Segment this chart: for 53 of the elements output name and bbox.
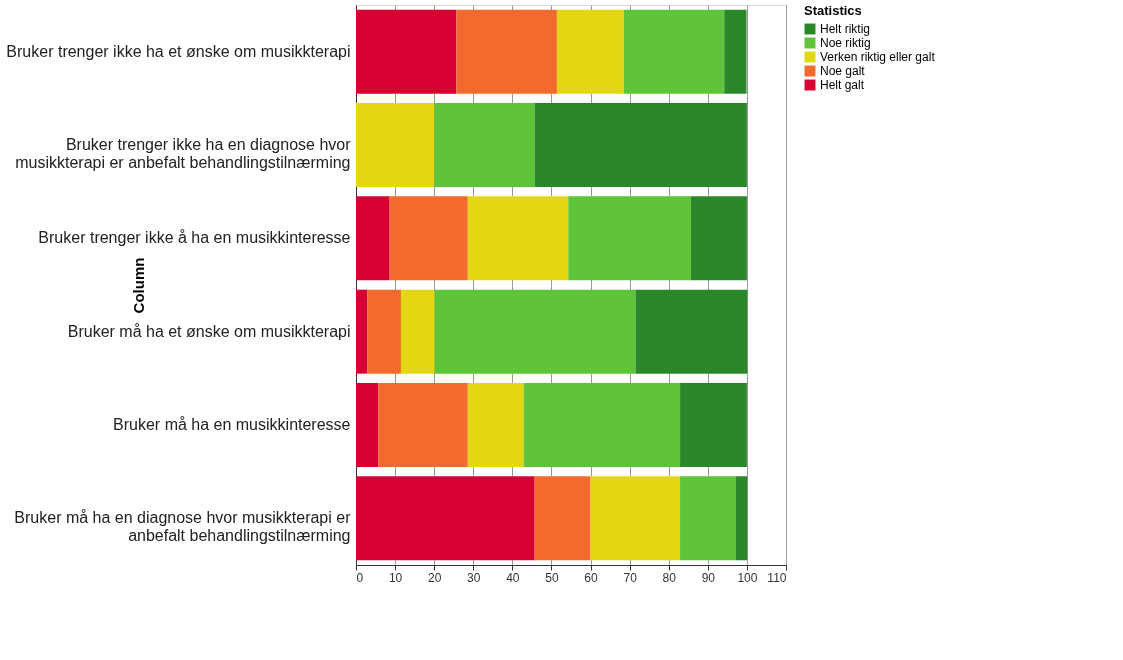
bar	[367, 289, 401, 374]
x-tick-label: 80	[662, 570, 677, 585]
legend-label: Helt riktig	[820, 22, 871, 36]
y-tick-label: Bruker trenger ikke ha et ønske om musikkterapi	[6, 42, 351, 60]
x-tick-label: 10	[388, 570, 403, 585]
y-tick-label: Bruker trenger ikke ha en diagnose hvor musikkterapi er anbefalt behandlingstilnærming	[15, 136, 352, 171]
legend-label: Noe riktig	[820, 36, 871, 50]
bar	[400, 289, 435, 374]
bar	[467, 196, 569, 281]
x-tick-label: 30	[467, 570, 481, 585]
bar	[356, 289, 368, 374]
y-axis-title: Column	[129, 257, 147, 314]
y-tick-label: Bruker trenger ikke å ha en musikkinteresse	[38, 229, 351, 247]
bar	[568, 196, 692, 281]
bar	[691, 196, 747, 281]
bar	[534, 476, 591, 561]
legend-label: Noe galt	[820, 64, 866, 78]
bar	[389, 196, 468, 281]
bar	[434, 103, 535, 187]
y-tick-label: Bruker må ha et ønske om musikkterapi	[67, 322, 351, 340]
bar	[467, 383, 524, 467]
x-tick-label: 40	[506, 570, 520, 585]
legend-label: Helt galt	[820, 78, 865, 92]
bar	[523, 383, 681, 467]
legend-label: Verken riktig eller galt	[820, 50, 936, 64]
legend-title: Statistics	[804, 3, 862, 18]
y-tick-label: Bruker må ha en diagnose hvor musikkterapi er anbefalt behandlingstilnærming	[14, 509, 352, 545]
bar	[356, 103, 435, 187]
x-tick-label: 0	[356, 570, 364, 585]
x-tick-label: 70	[623, 570, 638, 585]
bar	[356, 9, 457, 94]
bar	[635, 289, 748, 374]
bar	[680, 476, 736, 561]
bar	[724, 9, 747, 94]
bar	[378, 383, 468, 467]
y-tick-label: Bruker må ha en musikkinteresse	[113, 416, 351, 433]
x-tick-label: 50	[545, 570, 559, 585]
bar	[456, 9, 557, 94]
bar	[590, 476, 681, 561]
bar	[680, 383, 747, 467]
bar	[356, 476, 535, 561]
bar	[556, 9, 624, 94]
x-tick-label: 110	[767, 570, 787, 585]
x-tick-label: 90	[701, 570, 716, 585]
bar	[735, 476, 748, 561]
bar	[356, 383, 379, 467]
bar	[534, 103, 747, 187]
x-tick-label: 100	[737, 570, 758, 585]
bar	[434, 289, 636, 374]
bar	[356, 196, 390, 281]
bar	[623, 9, 725, 94]
x-tick-label: 60	[584, 570, 599, 585]
x-tick-label: 20	[428, 570, 442, 585]
